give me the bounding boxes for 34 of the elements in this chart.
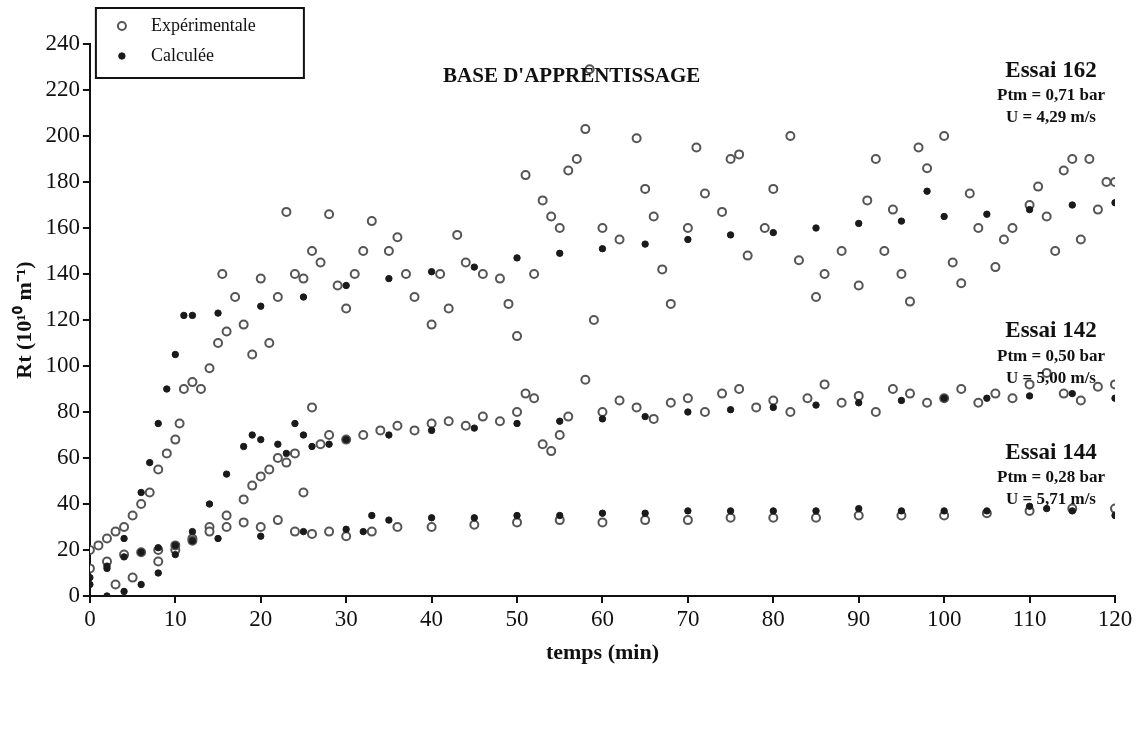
x-tick-label: 80 xyxy=(761,605,785,631)
x-tick-label: 60 xyxy=(590,605,614,631)
annotation: Essai 162 Ptm = 0,71 bar U = 4,29 m/s xyxy=(997,56,1106,127)
y-tick-label: 60 xyxy=(56,444,80,470)
text: BASE D'APPRENTISSAGE xyxy=(443,62,701,87)
y-tick-label: 160 xyxy=(45,214,80,240)
x-tick-label: 30 xyxy=(334,605,358,631)
legend-label: Calculée xyxy=(150,44,214,65)
y-tick-label: 40 xyxy=(56,490,80,516)
x-tick-label: 50 xyxy=(505,605,529,631)
x-tick-label: 40 xyxy=(420,605,444,631)
x-tick-label: 70 xyxy=(676,605,700,631)
y-tick-label: 180 xyxy=(45,168,80,194)
x-tick-label: 10 xyxy=(163,605,187,631)
y-tick-label: 240 xyxy=(45,30,80,56)
x-tick-label: 110 xyxy=(1012,605,1047,631)
legend-label: Expérimentale xyxy=(150,14,256,35)
x-tick-label: 0 xyxy=(84,605,96,631)
y-tick-label: 100 xyxy=(45,352,80,378)
annotation: Essai 144 Ptm = 0,28 bar U = 5,71 m/s xyxy=(997,438,1106,509)
x-tick-label: 90 xyxy=(847,605,871,631)
y-tick-label: 20 xyxy=(56,536,80,562)
x-tick-label: 100 xyxy=(926,605,962,631)
annotation: Essai 142 Ptm = 0,50 bar U = 5,00 m/s xyxy=(997,317,1106,387)
x-tick-label: 20 xyxy=(249,605,273,631)
y-tick-label: 140 xyxy=(45,260,80,286)
y-tick-label: 220 xyxy=(45,76,80,102)
y-tick-label: 0 xyxy=(68,582,80,608)
y-tick-label: 120 xyxy=(45,306,80,332)
y-tick-label: 80 xyxy=(56,398,80,424)
y-axis-title: Rt (10¹⁰ m⁻¹) xyxy=(10,261,36,379)
x-tick-label: 120 xyxy=(1097,605,1133,631)
x-axis-title: temps (min) xyxy=(545,639,659,665)
y-tick-label: 200 xyxy=(45,122,80,148)
